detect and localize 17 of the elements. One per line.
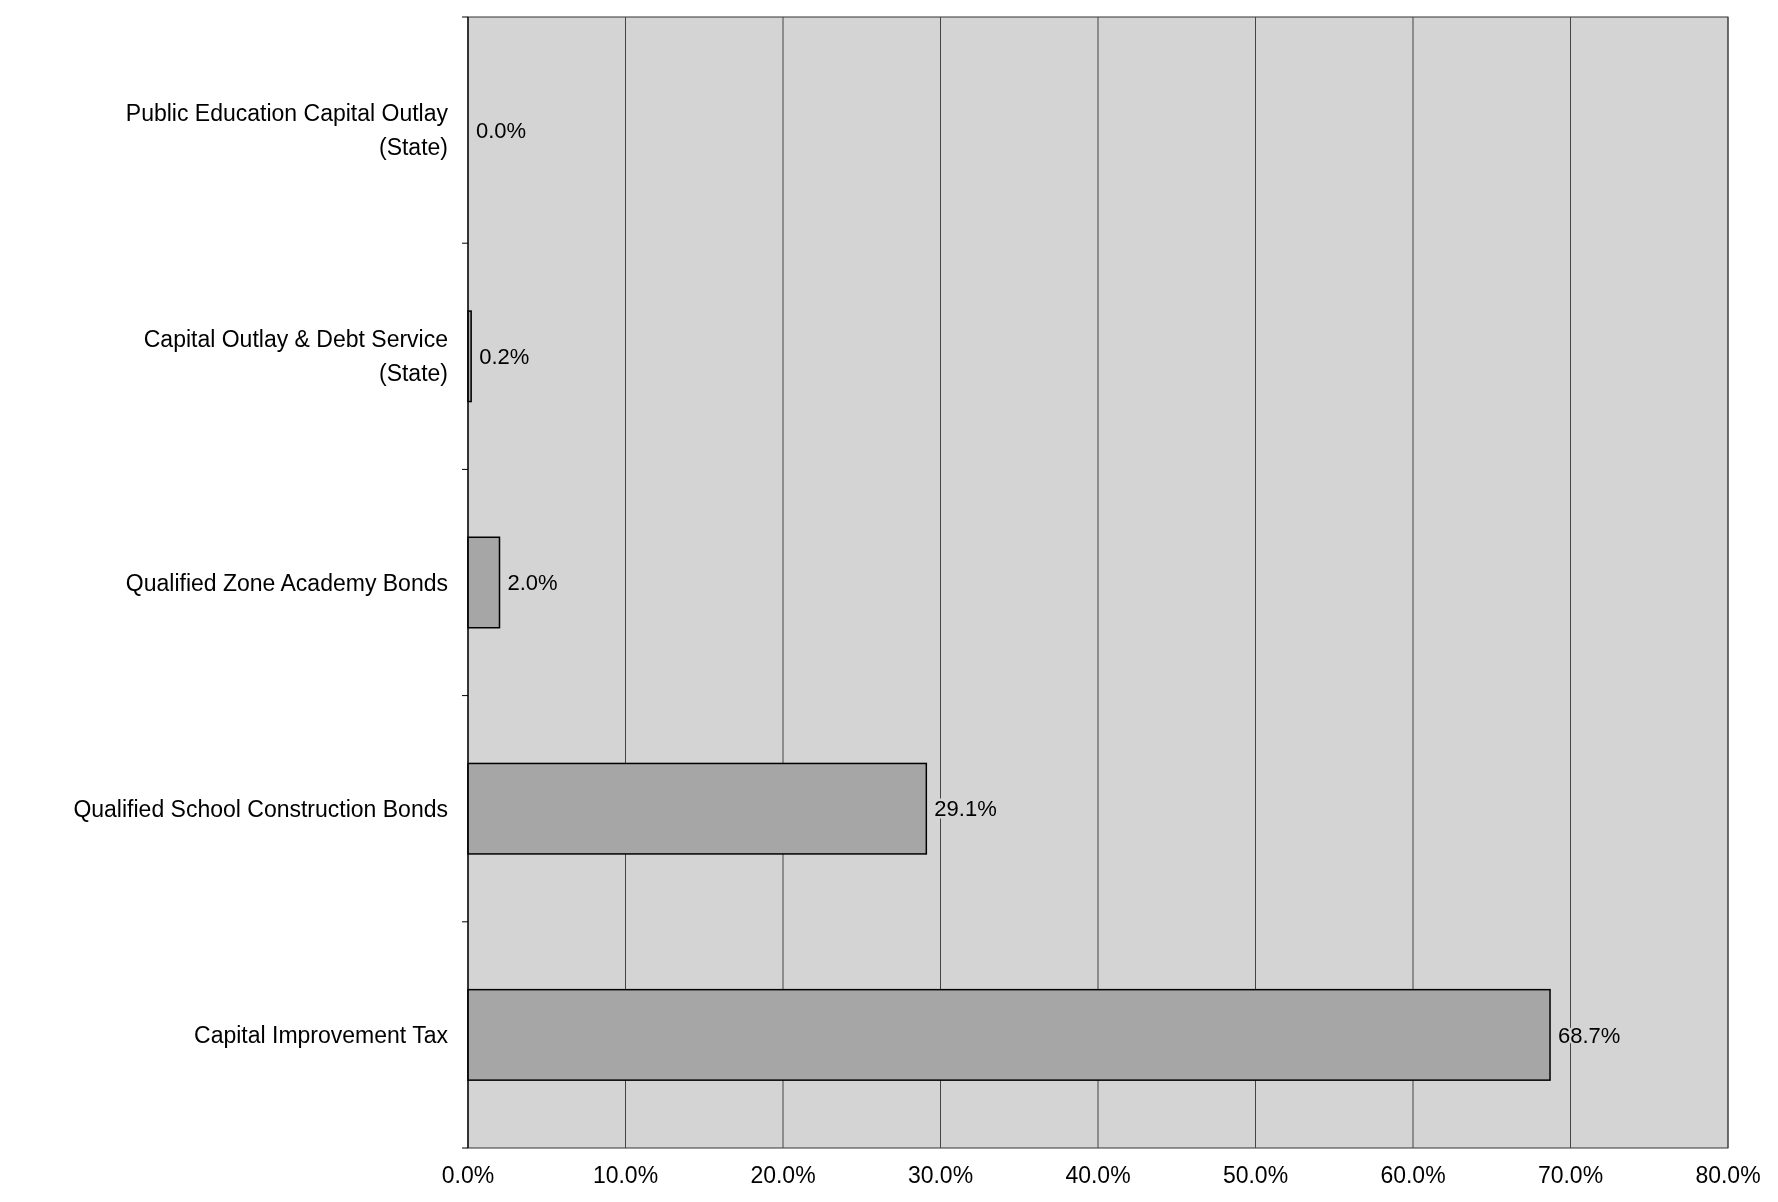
data-label: 2.0%	[507, 570, 558, 596]
x-tick-label: 60.0%	[1380, 1162, 1446, 1188]
y-tick-label: Capital Improvement Tax	[194, 1021, 449, 1048]
x-tick-label: 20.0%	[750, 1162, 816, 1188]
x-tick-label: 70.0%	[1537, 1162, 1604, 1188]
y-tick-label: Capital Outlay & Debt Service (State)	[143, 326, 448, 387]
data-label: 0.0%	[476, 117, 527, 143]
x-tick-label: 30.0%	[907, 1162, 974, 1188]
x-tick-label: 40.0%	[1065, 1162, 1131, 1188]
x-tick-label: 0.0%	[441, 1162, 495, 1188]
y-tick-label: Public Education Capital Outlay (State)	[125, 100, 449, 161]
y-tick-label: Qualified School Construction Bonds	[73, 795, 448, 822]
x-tick-label: 80.0%	[1695, 1162, 1761, 1188]
x-tick-label: 50.0%	[1222, 1162, 1289, 1188]
data-label: 0.2%	[479, 344, 530, 369]
y-tick-label: Qualified Zone Academy Bonds	[125, 569, 448, 596]
x-tick-label: 10.0%	[592, 1162, 659, 1188]
